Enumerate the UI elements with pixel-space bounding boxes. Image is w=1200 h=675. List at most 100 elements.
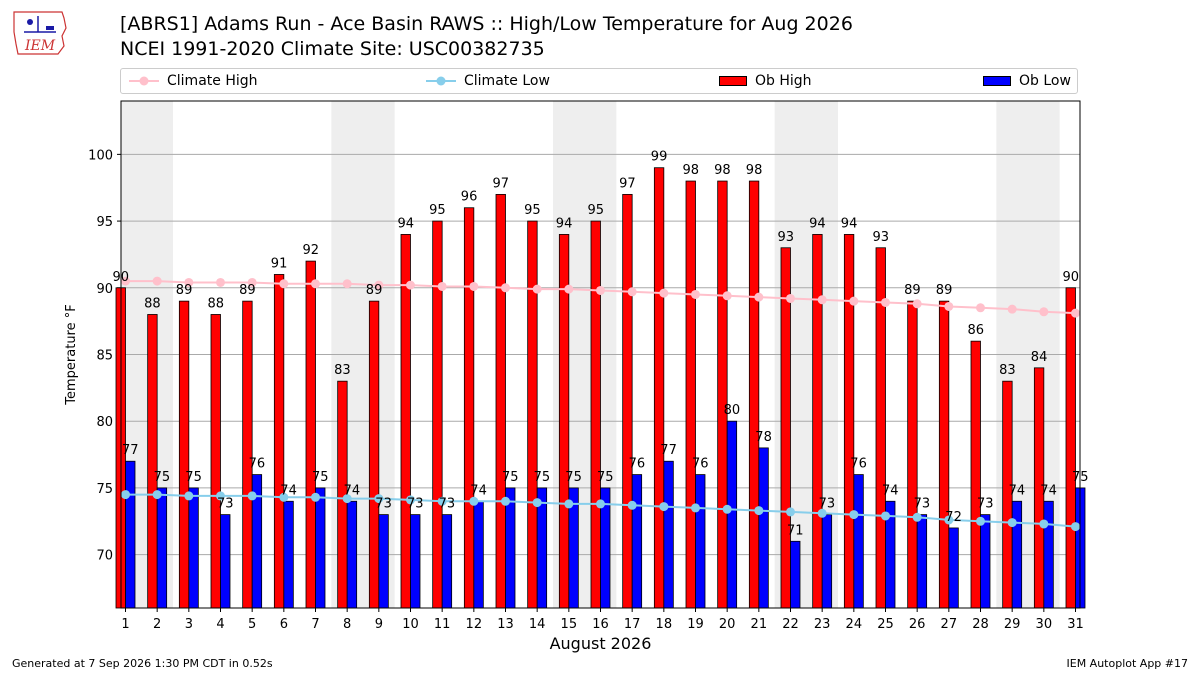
x-tick-label: 3	[185, 617, 193, 632]
title-line-2: NCEI 1991-2020 Climate Site: USC00382735	[120, 38, 545, 60]
x-tick-label: 26	[909, 617, 926, 632]
climate-low-point	[849, 510, 859, 520]
x-axis-label: August 2026	[550, 634, 652, 653]
climate-high-point	[247, 277, 257, 287]
legend-ob-high: Ob High	[719, 69, 812, 93]
ob-low-bar	[220, 514, 231, 609]
ob-low-bar	[473, 500, 484, 609]
ob-high-label: 98	[682, 163, 699, 178]
climate-high-point	[596, 285, 605, 295]
ob-high-label: 91	[271, 256, 288, 271]
ob-high-label: 98	[746, 163, 763, 178]
climate-high-point	[342, 279, 352, 289]
ob-low-label: 76	[629, 457, 646, 472]
ob-low-bar	[505, 487, 516, 609]
ob-low-bar	[1011, 500, 1023, 609]
y-tick-label: 95	[96, 215, 113, 230]
ob-low-bar	[853, 474, 864, 609]
ob-high-bar	[178, 300, 190, 609]
ob-low-label: 73	[977, 497, 994, 512]
climate-high-point	[881, 297, 890, 307]
ob-low-label: 74	[344, 483, 361, 498]
ob-high-label: 93	[872, 230, 889, 245]
climate-high-point	[849, 296, 859, 306]
ob-high-bar	[463, 207, 475, 609]
climate-high-point	[659, 288, 669, 298]
climate-low-point	[279, 492, 289, 502]
title-line-1: [ABRS1] Adams Run - Ace Basin RAWS :: Hi…	[120, 13, 853, 35]
ob-low-bar	[790, 540, 801, 609]
ob-low-bar	[916, 514, 928, 609]
ob-low-bar	[631, 474, 643, 609]
ob-high-bar	[938, 300, 950, 609]
ob-high-swatch-icon	[719, 76, 747, 86]
ob-high-bar	[527, 220, 538, 609]
x-tick-label: 5	[248, 617, 256, 632]
y-tick-label: 85	[96, 349, 113, 364]
climate-low-point	[1039, 519, 1049, 529]
ob-low-label: 75	[565, 470, 582, 485]
climate-low-point	[501, 496, 510, 506]
ob-low-bar	[441, 514, 453, 609]
x-tick-label: 12	[466, 617, 483, 632]
x-tick-label: 11	[434, 617, 451, 632]
climate-high-point	[279, 279, 289, 289]
x-tick-label: 2	[153, 617, 161, 632]
ob-high-bar	[147, 314, 158, 609]
climate-high-point	[912, 299, 922, 309]
ob-high-bar	[368, 300, 380, 609]
ob-high-label: 94	[841, 216, 858, 231]
ob-low-bar	[188, 487, 199, 609]
climate-high-point	[722, 291, 732, 301]
ob-high-bar	[685, 180, 696, 609]
x-tick-label: 23	[814, 617, 831, 632]
ob-low-bar	[283, 500, 294, 609]
ob-high-bar	[242, 300, 253, 609]
x-tick-label: 8	[343, 617, 351, 632]
ob-high-bar	[843, 234, 855, 609]
ob-high-label: 95	[587, 203, 604, 218]
climate-low-point	[944, 515, 954, 525]
legend-ob-low: Ob Low	[983, 69, 1071, 93]
climate-low-point	[184, 491, 194, 501]
ob-low-label: 75	[597, 470, 614, 485]
x-tick-label: 28	[972, 617, 989, 632]
climate-high-point	[1039, 307, 1049, 317]
climate-high-point	[152, 276, 162, 286]
ob-low-label: 74	[1009, 483, 1026, 498]
legend-ob-high-label: Ob High	[755, 73, 812, 89]
ob-high-bar	[970, 340, 981, 609]
ob-high-label: 89	[239, 283, 256, 298]
climate-low-point	[247, 491, 257, 501]
ob-high-label: 83	[999, 363, 1016, 378]
ob-high-label: 84	[1031, 350, 1048, 365]
climate-high-point	[121, 276, 130, 286]
climate-low-point	[532, 498, 542, 508]
ob-high-bar	[305, 260, 316, 609]
ob-low-label: 76	[692, 457, 709, 472]
x-tick-label: 15	[561, 617, 578, 632]
x-tick-label: 4	[216, 617, 224, 632]
ob-low-label: 76	[249, 457, 266, 472]
ob-high-label: 95	[429, 203, 446, 218]
ob-low-swatch-icon	[983, 76, 1011, 86]
ob-high-bar	[400, 234, 411, 609]
ob-low-label: 74	[280, 483, 297, 498]
climate-low-point	[342, 494, 352, 504]
climate-high-point	[469, 281, 479, 291]
x-tick-label: 24	[846, 617, 863, 632]
ob-low-label: 74	[470, 483, 487, 498]
x-tick-label: 10	[402, 617, 419, 632]
climate-high-line-icon	[129, 76, 159, 86]
ob-high-label: 95	[524, 203, 541, 218]
ob-high-bar	[717, 180, 728, 609]
ob-high-bar	[622, 193, 633, 609]
ob-high-bar	[1065, 287, 1076, 609]
climate-low-point	[786, 507, 795, 517]
ob-low-label: 76	[850, 457, 867, 472]
legend-climate-high: Climate High	[129, 69, 258, 93]
ob-high-label: 88	[144, 296, 161, 311]
iem-logo-icon: IEM	[13, 11, 67, 55]
climate-high-point	[627, 287, 637, 297]
ob-high-label: 94	[809, 216, 826, 231]
